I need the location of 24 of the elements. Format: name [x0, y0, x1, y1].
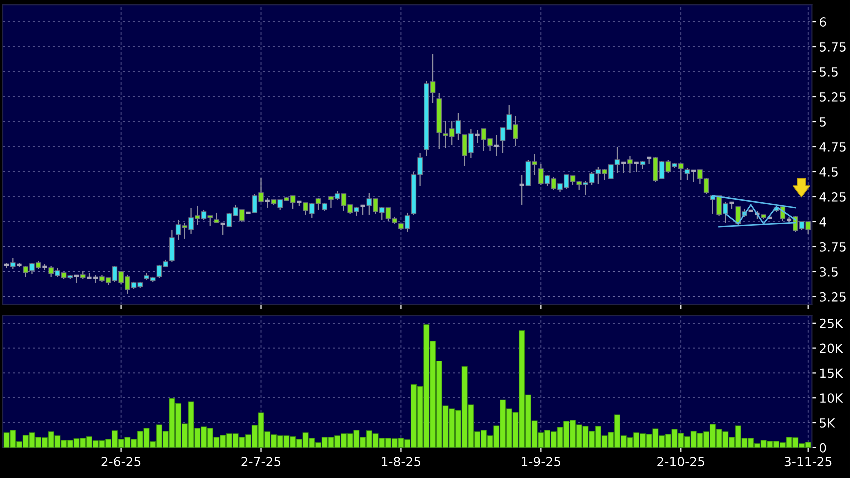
y-tick-label: 10K: [820, 394, 844, 404]
y-tick-label: 3.25: [820, 292, 846, 302]
y-tick-label: 4.25: [820, 192, 846, 202]
x-tick-label: 3-11-25: [784, 457, 832, 467]
y-tick-label: 6: [820, 17, 826, 27]
y-tick-label: 3.75: [820, 242, 846, 252]
x-tick-label: 2-6-25: [102, 457, 141, 467]
x-tick-label: 1-8-25: [382, 457, 421, 467]
y-tick-label: 4.5: [820, 168, 838, 177]
y-tick-label: 25K: [820, 318, 844, 328]
y-tick-label: 5: [820, 118, 826, 127]
x-tick-label: 1-9-25: [522, 457, 560, 467]
y-tick-label: 5.25: [820, 92, 846, 102]
y-tick-label: 4.75: [820, 142, 846, 152]
y-tick-label: 20K: [820, 344, 844, 354]
y-tick-label: 5.75: [820, 42, 846, 52]
y-tick-label: 0: [820, 443, 826, 453]
y-tick-label: 3.5: [820, 267, 838, 277]
y-tick-label: 5.5: [820, 68, 838, 77]
x-tick-label: 2-10-25: [658, 457, 704, 467]
y-tick-label: 5K: [820, 418, 836, 428]
x-tick-label: 2-7-25: [242, 457, 281, 467]
y-tick-label: 4: [820, 218, 826, 227]
y-tick-label: 15K: [820, 368, 844, 378]
